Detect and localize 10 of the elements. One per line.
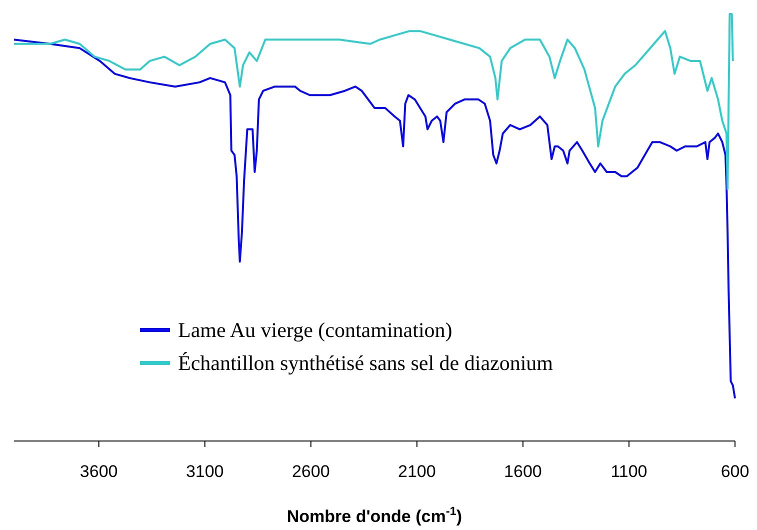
x-tick-label: 600 <box>720 462 750 481</box>
x-tick-label: 2100 <box>398 462 436 481</box>
legend-label: Lame Au vierge (contamination) <box>178 318 452 342</box>
x-tick-label: 3600 <box>80 462 118 481</box>
x-axis-title: Nombre d'onde (cm$^{-1}$) <box>286 504 462 526</box>
x-tick-label: 1600 <box>504 462 542 481</box>
x-tick-label: 3100 <box>186 462 224 481</box>
x-tick-label: 2600 <box>292 462 330 481</box>
legend-label: Échantillon synthétisé sans sel de diazonium <box>178 351 554 375</box>
x-tick-label: 1100 <box>610 462 648 481</box>
